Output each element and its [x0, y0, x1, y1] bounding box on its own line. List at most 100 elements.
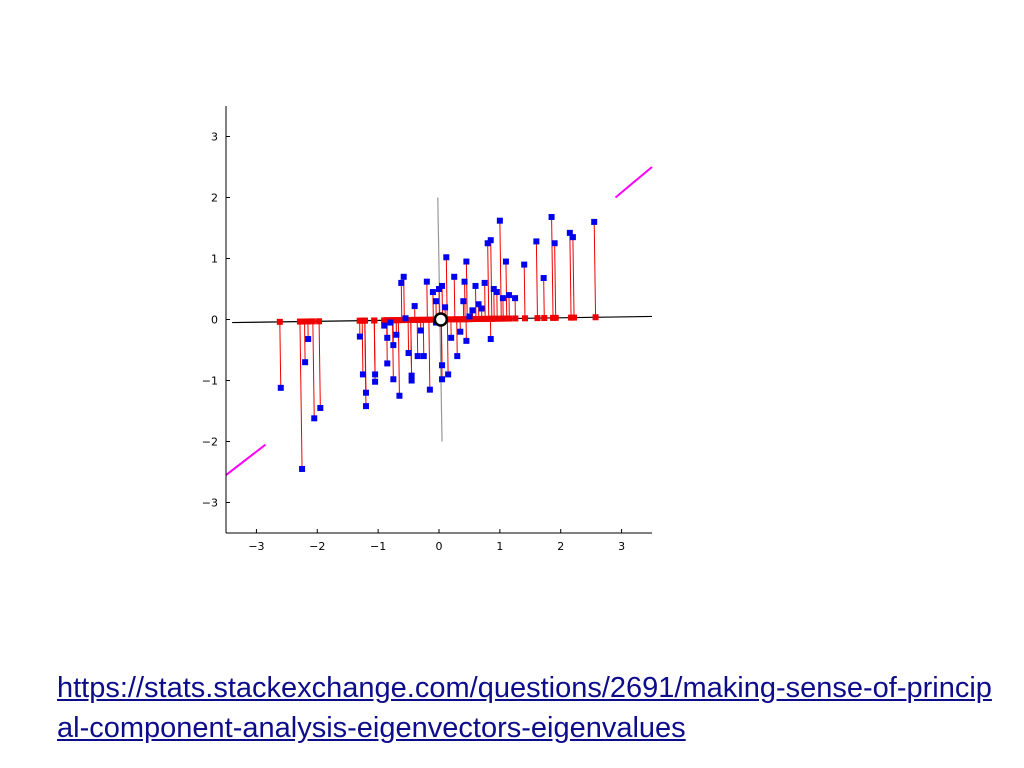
data-point: [442, 304, 449, 311]
data-point: [402, 315, 409, 322]
data-point: [466, 313, 473, 320]
x-tick-label: 0: [436, 540, 443, 553]
y-tick-label: 2: [211, 192, 218, 205]
projected-point: [301, 318, 308, 325]
data-points: [277, 214, 598, 472]
data-point: [475, 301, 482, 308]
data-point: [311, 415, 318, 422]
projected-point: [500, 315, 507, 322]
projection-line: [490, 240, 493, 319]
projection-line: [572, 237, 575, 318]
projected-point: [552, 314, 559, 321]
projection-line: [543, 278, 545, 319]
extension-segment: [614, 166, 653, 199]
projection-line: [361, 320, 364, 375]
projected-point: [453, 316, 460, 323]
data-point: [277, 384, 284, 391]
data-point: [454, 353, 461, 360]
data-point: [408, 377, 415, 384]
projection-line: [416, 319, 419, 357]
projection-line: [304, 321, 306, 363]
projected-point: [420, 316, 427, 323]
data-point: [411, 303, 418, 310]
projection-line: [499, 220, 502, 319]
data-point: [521, 261, 528, 268]
projection-line: [400, 282, 403, 321]
data-point: [317, 404, 324, 411]
data-point: [302, 359, 309, 366]
data-point: [445, 371, 452, 378]
data-point: [460, 298, 467, 305]
projection-line: [535, 241, 538, 319]
projected-point: [425, 316, 432, 323]
data-point: [493, 289, 500, 296]
x-tick-label: −3: [248, 540, 264, 553]
projected-point: [506, 315, 513, 322]
data-point: [439, 362, 446, 369]
y-tick-label: 0: [211, 314, 218, 327]
data-point: [569, 234, 576, 241]
data-point: [457, 328, 464, 335]
y-tick-label: −1: [202, 375, 218, 388]
data-point: [490, 286, 497, 292]
data-point: [448, 334, 455, 341]
source-url-line-1[interactable]: https://stats.stackexchange.com/question…: [57, 672, 907, 704]
projection-lines: [279, 217, 597, 469]
projected-point: [457, 316, 464, 323]
projection-line: [456, 319, 458, 357]
projection-line: [299, 321, 303, 469]
data-point: [426, 386, 433, 393]
projected-point: [309, 318, 316, 325]
data-point: [548, 214, 555, 221]
projection-line: [554, 243, 557, 318]
tick-labels: −3 −2 −1 0 1 2 3 3 2 1 0 −1 −2 −3: [202, 131, 625, 554]
x-tick-label: −1: [370, 540, 386, 553]
projected-point: [469, 316, 476, 323]
data-point: [429, 289, 436, 296]
data-point: [499, 295, 506, 302]
projection-line: [453, 276, 456, 320]
x-tick-label: −2: [309, 540, 325, 553]
data-point: [400, 273, 407, 280]
projected-point: [592, 314, 599, 321]
projection-line: [312, 321, 315, 419]
data-point: [417, 327, 424, 334]
data-point: [390, 376, 397, 383]
y-tick-label: −2: [202, 436, 218, 449]
projected-point: [395, 317, 402, 324]
projection-line: [523, 264, 526, 319]
data-point: [432, 298, 439, 305]
data-point: [405, 350, 412, 357]
projection-line: [487, 243, 490, 319]
data-point: [408, 372, 415, 379]
data-point: [359, 371, 366, 378]
projected-point: [296, 318, 303, 325]
data-point: [478, 305, 485, 312]
projected-point: [371, 317, 378, 324]
data-point: [461, 278, 468, 285]
projection-line: [551, 217, 554, 318]
data-point: [372, 378, 379, 385]
projected-point: [521, 315, 528, 322]
projected-point: [316, 318, 323, 325]
projection-line: [397, 320, 400, 396]
projection-line: [279, 321, 282, 388]
projected-point: [541, 315, 548, 322]
projected-point: [512, 315, 519, 322]
projected-point: [494, 315, 501, 322]
y-tick-label: 1: [211, 253, 218, 266]
projected-point: [304, 318, 311, 325]
projection-line: [426, 281, 428, 320]
data-point: [381, 322, 388, 329]
data-point: [423, 278, 430, 285]
data-point: [463, 337, 470, 344]
data-point: [414, 353, 421, 360]
source-url-line-2[interactable]: principal-component-analysis-eigenvector…: [57, 672, 992, 744]
data-point: [502, 258, 509, 265]
data-point: [439, 376, 446, 383]
data-point: [439, 282, 446, 289]
data-point: [512, 295, 519, 302]
projection-line: [318, 321, 321, 408]
source-url-link[interactable]: https://stats.stackexchange.com/question…: [57, 668, 997, 748]
projected-point: [276, 318, 283, 325]
